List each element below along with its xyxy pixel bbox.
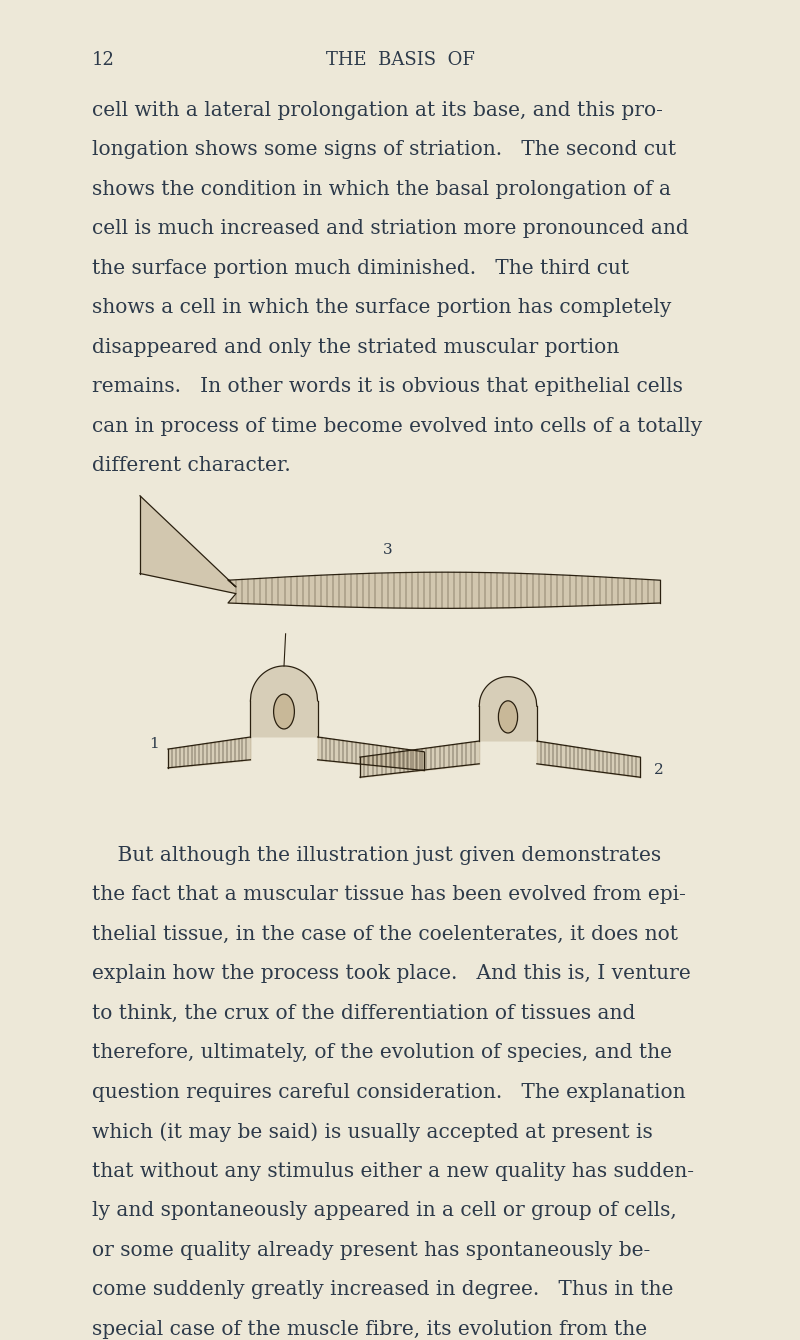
Text: special case of the muscle fibre, its evolution from the: special case of the muscle fibre, its ev… [92,1320,647,1339]
Text: therefore, ultimately, of the evolution of species, and the: therefore, ultimately, of the evolution … [92,1043,672,1063]
Text: can in process of time become evolved into cells of a totally: can in process of time become evolved in… [92,417,702,436]
Text: longation shows some signs of striation.   The second cut: longation shows some signs of striation.… [92,139,676,159]
Text: 1: 1 [150,737,159,750]
Text: 3: 3 [383,544,393,557]
Text: disappeared and only the striated muscular portion: disappeared and only the striated muscul… [92,338,619,356]
Text: cell is much increased and striation more pronounced and: cell is much increased and striation mor… [92,218,689,239]
Text: remains.   In other words it is obvious that epithelial cells: remains. In other words it is obvious th… [92,377,683,397]
Circle shape [498,701,518,733]
Text: 2: 2 [654,764,663,777]
Text: question requires careful consideration.   The explanation: question requires careful consideration.… [92,1083,686,1101]
Text: 12: 12 [92,51,115,68]
Text: But although the illustration just given demonstrates: But although the illustration just given… [92,846,661,864]
Text: shows the condition in which the basal prolongation of a: shows the condition in which the basal p… [92,180,671,198]
Text: the fact that a muscular tissue has been evolved from epi-: the fact that a muscular tissue has been… [92,884,686,905]
Text: which (it may be said) is usually accepted at present is: which (it may be said) is usually accept… [92,1122,653,1142]
Text: cell with a lateral prolongation at its base, and this pro-: cell with a lateral prolongation at its … [92,100,663,119]
Text: different character.: different character. [92,456,290,476]
Text: explain how the process took place.   And this is, I venture: explain how the process took place. And … [92,963,690,984]
Text: that without any stimulus either a new quality has sudden-: that without any stimulus either a new q… [92,1162,694,1181]
Text: or some quality already present has spontaneously be-: or some quality already present has spon… [92,1241,650,1260]
Text: thelial tissue, in the case of the coelenterates, it does not: thelial tissue, in the case of the coele… [92,925,678,943]
Text: come suddenly greatly increased in degree.   Thus in the: come suddenly greatly increased in degre… [92,1280,674,1300]
Text: THE  BASIS  OF: THE BASIS OF [326,51,474,68]
Text: the surface portion much diminished.   The third cut: the surface portion much diminished. The… [92,259,629,277]
Text: shows a cell in which the surface portion has completely: shows a cell in which the surface portio… [92,297,671,318]
Text: ly and spontaneously appeared in a cell or group of cells,: ly and spontaneously appeared in a cell … [92,1201,677,1221]
Text: to think, the crux of the differentiation of tissues and: to think, the crux of the differentiatio… [92,1004,635,1022]
Circle shape [274,694,294,729]
